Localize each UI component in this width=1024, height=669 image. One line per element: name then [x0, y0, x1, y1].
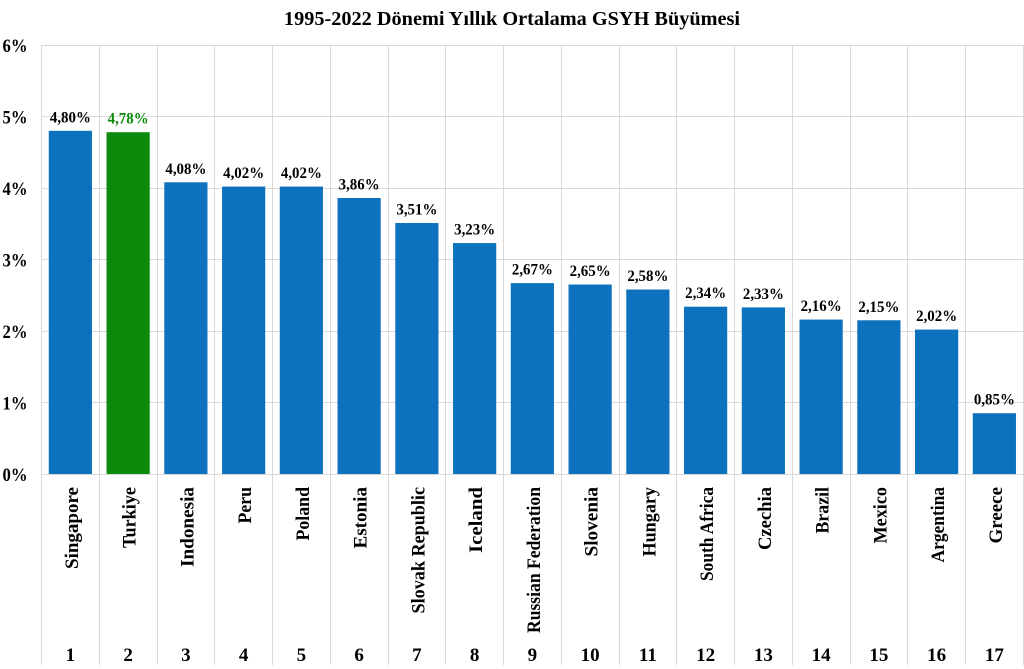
svg-text:3,23%: 3,23%	[454, 222, 495, 239]
svg-text:2,58%: 2,58%	[627, 268, 668, 285]
svg-text:6: 6	[354, 645, 364, 666]
svg-text:10: 10	[581, 645, 600, 666]
svg-text:11: 11	[639, 645, 657, 666]
svg-text:9: 9	[528, 645, 538, 666]
svg-text:2,67%: 2,67%	[512, 262, 553, 279]
svg-text:Indonesia: Indonesia	[178, 487, 198, 567]
svg-text:12: 12	[696, 645, 715, 666]
svg-text:4,02%: 4,02%	[223, 165, 264, 182]
svg-text:2,34%: 2,34%	[685, 285, 726, 302]
svg-text:3%: 3%	[3, 250, 28, 271]
svg-text:1%: 1%	[3, 393, 28, 414]
svg-text:0%: 0%	[3, 465, 28, 486]
svg-text:Russian Federation: Russian Federation	[525, 486, 545, 633]
svg-text:Peru: Peru	[236, 487, 256, 524]
svg-text:2,02%: 2,02%	[916, 308, 957, 325]
svg-text:Brazil: Brazil	[814, 487, 834, 534]
svg-text:5%: 5%	[3, 107, 28, 128]
svg-text:6%: 6%	[3, 36, 28, 57]
svg-text:Hungary: Hungary	[640, 486, 660, 556]
svg-text:4%: 4%	[3, 179, 28, 200]
svg-text:Turkiye: Turkiye	[121, 487, 141, 548]
svg-text:15: 15	[869, 645, 888, 666]
svg-text:2,16%: 2,16%	[801, 298, 842, 315]
svg-text:2,33%: 2,33%	[743, 286, 784, 303]
svg-text:Slovenia: Slovenia	[583, 487, 603, 557]
svg-text:1: 1	[66, 645, 76, 666]
svg-text:South Africa: South Africa	[698, 487, 718, 581]
svg-text:16: 16	[927, 645, 946, 666]
svg-text:Czechia: Czechia	[756, 487, 776, 550]
svg-text:3,86%: 3,86%	[339, 177, 380, 194]
svg-text:4,78%: 4,78%	[108, 111, 149, 128]
svg-text:8: 8	[470, 645, 480, 666]
svg-text:4,80%: 4,80%	[50, 109, 91, 126]
svg-text:4,02%: 4,02%	[281, 165, 322, 182]
svg-text:4: 4	[239, 645, 249, 666]
svg-text:Singapore: Singapore	[63, 487, 83, 569]
svg-text:Argentina: Argentina	[929, 487, 949, 563]
svg-text:Slovak Republic: Slovak Republic	[409, 487, 429, 614]
svg-text:2,65%: 2,65%	[570, 263, 611, 280]
svg-text:Poland: Poland	[294, 486, 314, 540]
svg-text:3,51%: 3,51%	[396, 202, 437, 219]
svg-text:3: 3	[181, 645, 191, 666]
svg-text:Estonia: Estonia	[352, 487, 372, 549]
svg-text:13: 13	[754, 645, 773, 666]
svg-text:14: 14	[812, 645, 832, 666]
svg-text:Greece: Greece	[987, 487, 1007, 544]
svg-text:Mexico: Mexico	[871, 487, 891, 544]
svg-text:0,85%: 0,85%	[974, 392, 1015, 409]
svg-text:4,08%: 4,08%	[165, 161, 206, 178]
svg-text:Iceland: Iceland	[467, 486, 487, 553]
svg-text:2,15%: 2,15%	[858, 299, 899, 316]
svg-text:2%: 2%	[3, 322, 28, 343]
svg-text:2: 2	[123, 645, 133, 666]
svg-text:7: 7	[412, 645, 422, 666]
svg-text:17: 17	[985, 645, 1005, 666]
svg-text:5: 5	[297, 645, 307, 666]
